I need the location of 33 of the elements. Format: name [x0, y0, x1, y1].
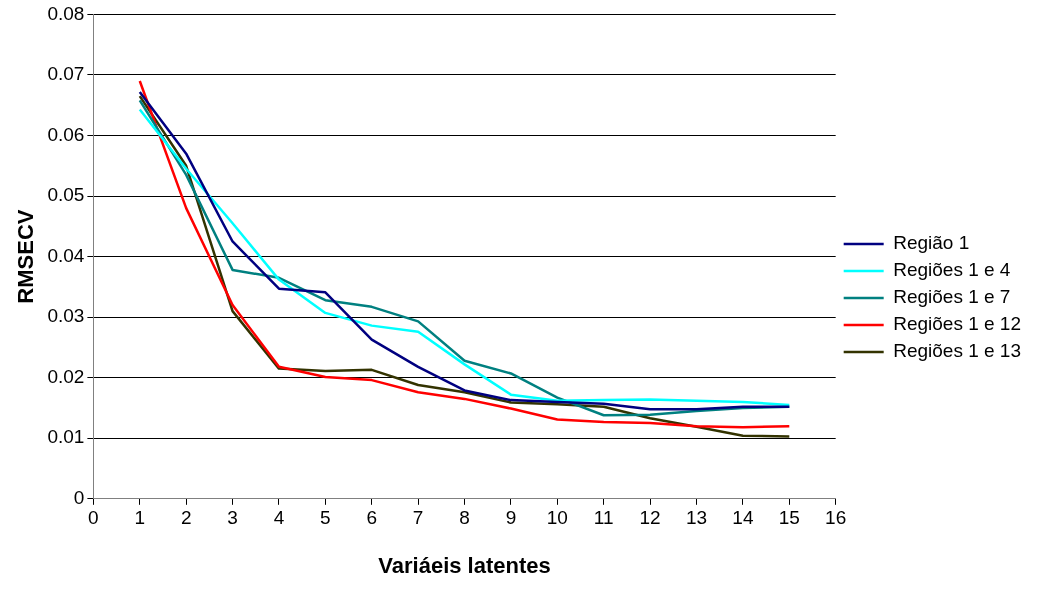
y-tick-label: 0.02: [47, 365, 85, 387]
legend-label: Região 1: [893, 232, 970, 254]
x-tick-label: 14: [732, 507, 754, 529]
y-tick-label: 0.01: [47, 426, 85, 448]
legend-label: Regiões 1 e 12: [893, 313, 1022, 335]
legend-label: Regiões 1 e 4: [893, 259, 1011, 281]
x-tick-label: 2: [180, 507, 192, 529]
y-tick-label: 0.04: [47, 244, 85, 266]
x-tick-label: 16: [825, 507, 847, 529]
legend-label: Regiões 1 e 13: [893, 340, 1022, 362]
y-tick-label: 0.08: [47, 2, 85, 24]
x-tick-label: 9: [505, 507, 517, 529]
x-tick-label: 1: [134, 507, 146, 529]
x-tick-label: 12: [639, 507, 661, 529]
x-tick-label: 8: [459, 507, 470, 529]
y-tick-label: 0.05: [47, 184, 85, 206]
legend-label: Regiões 1 e 7: [893, 286, 1011, 308]
x-tick-label: 0: [88, 507, 99, 529]
y-axis-title: RMSECV: [13, 209, 39, 304]
x-tick-label: 10: [546, 507, 568, 529]
x-tick-label: 4: [273, 507, 285, 529]
y-tick-label: 0.03: [47, 305, 85, 327]
x-tick-label: 3: [227, 507, 238, 529]
x-tick-label: 7: [412, 507, 424, 529]
x-tick-label: 13: [685, 507, 708, 529]
x-tick-label: 5: [320, 507, 331, 529]
y-tick-label: 0.06: [47, 123, 85, 145]
x-axis-title: Variáeis latentes: [378, 552, 551, 578]
x-tick-label: 11: [593, 507, 614, 529]
y-tick-label: 0.07: [47, 63, 85, 85]
x-tick-label: 15: [778, 507, 800, 529]
y-tick-label: 0: [73, 487, 85, 509]
x-tick-label: 6: [366, 507, 378, 529]
